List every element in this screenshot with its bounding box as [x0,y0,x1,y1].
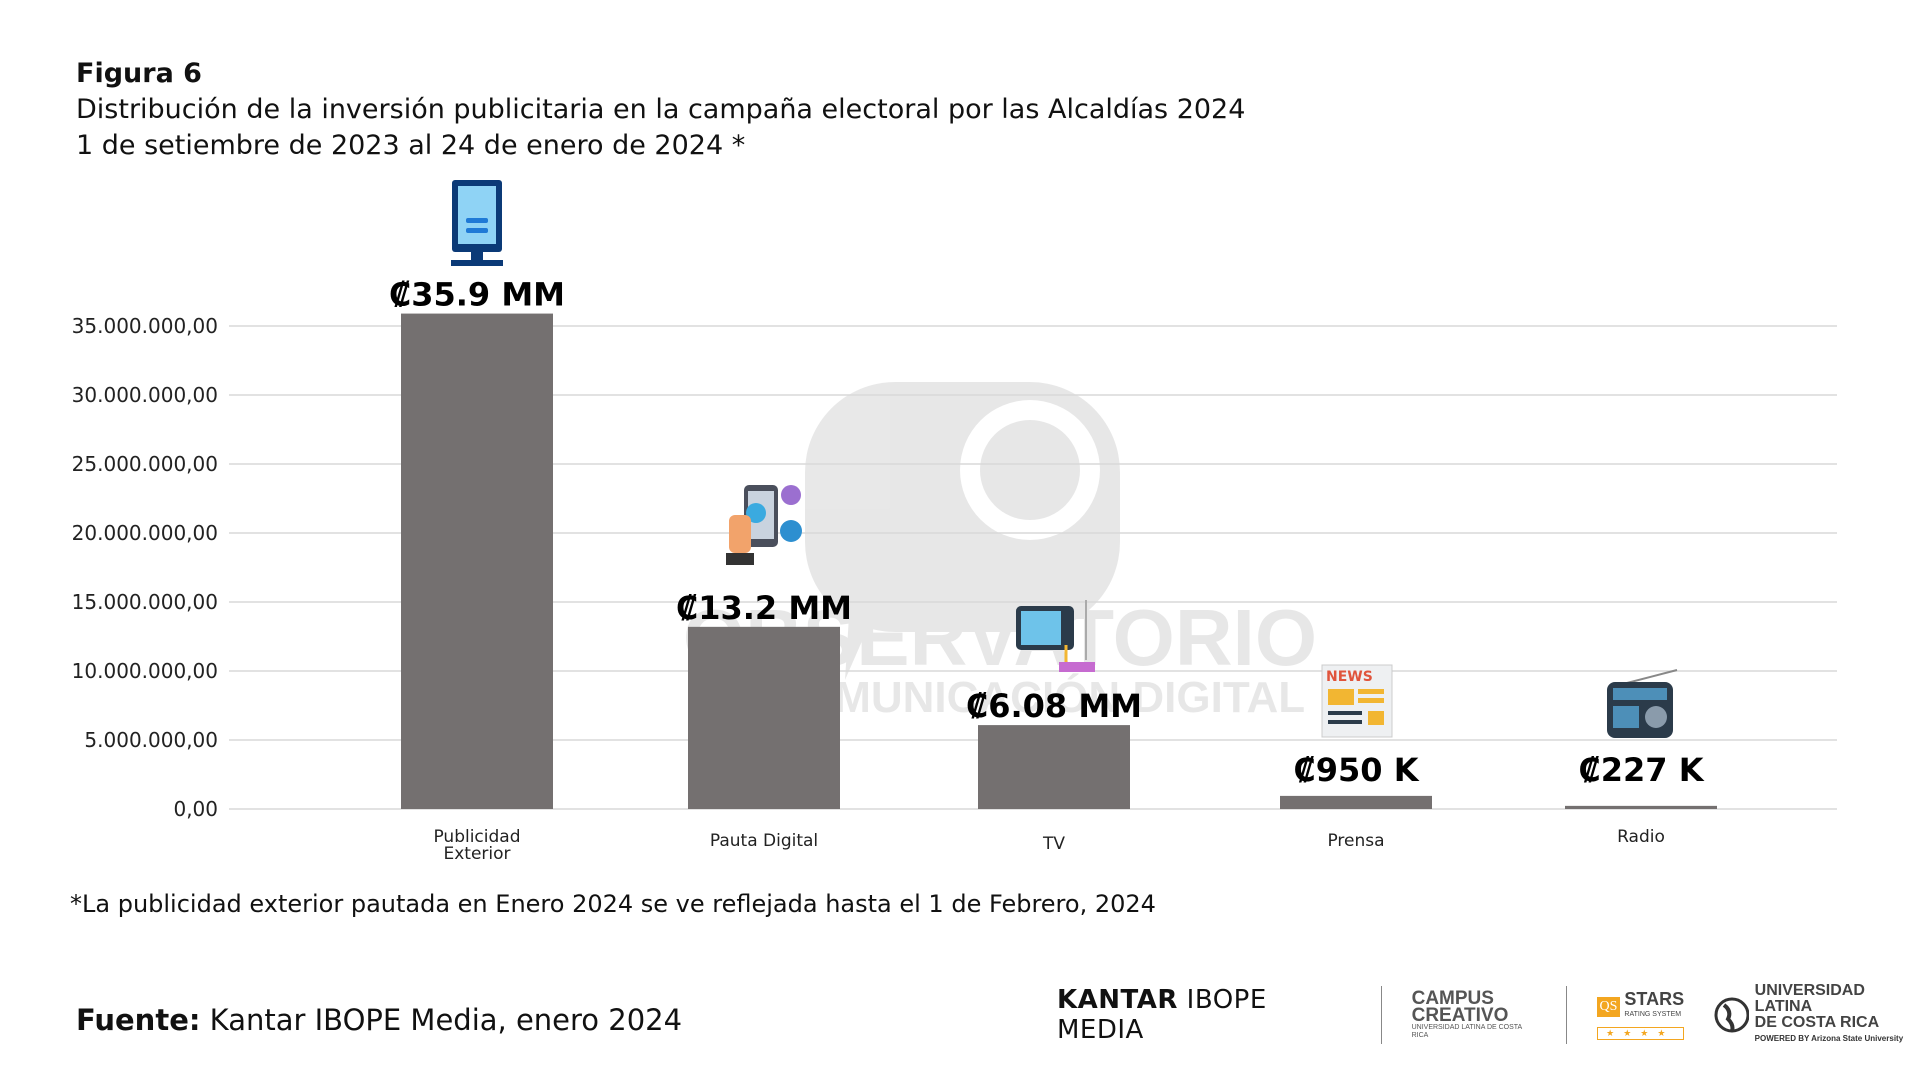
social-media-phone-icon [726,485,802,565]
bar-group: ₡13.2 MM Pauta Digital [676,485,852,851]
bar-group: ₡6.08 MM TV [966,600,1142,854]
bar-group: NEWS ₡950 K Prensa [1280,664,1432,851]
data-label: ₡13.2 MM [676,589,852,627]
bar [1565,805,1717,809]
x-tick-label: Pauta Digital [710,831,818,851]
bar-group: ₡227 K Radio [1565,669,1717,847]
watermark-bubble [805,382,1120,632]
data-label: ₡35.9 MM [389,276,565,314]
y-tick-label: 15.000.000,00 [72,590,218,614]
y-tick-label: 35.000.000,00 [72,314,218,338]
chart-title: Distribución de la inversión publicitari… [76,94,1246,125]
y-tick-label: 30.000.000,00 [72,383,218,407]
divider [1565,986,1567,1044]
watermark-bubble-tail [845,600,880,680]
y-tick-label: 0,00 [173,797,218,821]
kantar-logo: KANTAR IBOPE MEDIA [1057,985,1267,1045]
source: Fuente: Kantar IBOPE Media, enero 2024 [76,1003,682,1037]
y-tick-label: 5.000.000,00 [84,728,218,752]
x-tick-label: Prensa [1327,831,1384,851]
x-tick-label: TV [1042,834,1065,854]
data-label: ₡227 K [1579,751,1705,789]
y-tick-label: 20.000.000,00 [72,521,218,545]
newspaper-icon: NEWS [1321,664,1393,738]
x-tick-label: Radio [1617,827,1665,847]
universidad-latina-logo: UNIVERSIDAD LATINA DE COSTA RICA POWERED B… [1714,983,1920,1047]
y-tick-label: 25.000.000,00 [72,452,218,476]
bar [401,313,553,809]
divider [1380,986,1382,1044]
figure-label: Figura 6 [76,58,202,89]
watermark: OBSERVATORIO DE COMUNICACIÓN DIGITAL [683,382,1317,722]
logos: KANTAR IBOPE MEDIA CAMPUS CREATIVO UNIVERS… [1057,983,1920,1047]
footnote: *La publicidad exterior pautada en Enero… [70,890,1156,918]
bar [688,626,840,809]
data-label: ₡6.08 MM [966,687,1142,725]
bar-chart: OBSERVATORIO DE COMUNICACIÓN DIGITAL 0,0… [72,180,1837,864]
bar [978,725,1130,809]
billboard-icon [451,180,503,266]
globe-icon [1714,997,1749,1033]
tv-icon [1016,600,1095,672]
x-tick-label: Exterior [443,844,510,864]
data-label: ₡950 K [1294,751,1420,789]
x-tick-label: Publicidad [433,827,520,847]
campus-creativo-logo: CAMPUS CREATIVO UNIVERSIDAD LATINA DE COST… [1411,988,1522,1039]
source-label: Fuente: [76,1003,201,1037]
bar [1280,795,1432,809]
watermark-eye [960,400,1100,540]
source-text: Kantar IBOPE Media, enero 2024 [200,1003,683,1037]
qs-stars-logo: QS STARS RATING SYSTEM ★★★★ [1596,990,1685,1040]
radio-icon [1607,669,1678,738]
y-tick-label: 10.000.000,00 [72,659,218,683]
chart-subtitle: 1 de setiembre de 2023 al 24 de enero de… [76,130,746,161]
svg-text:NEWS: NEWS [1326,669,1373,685]
